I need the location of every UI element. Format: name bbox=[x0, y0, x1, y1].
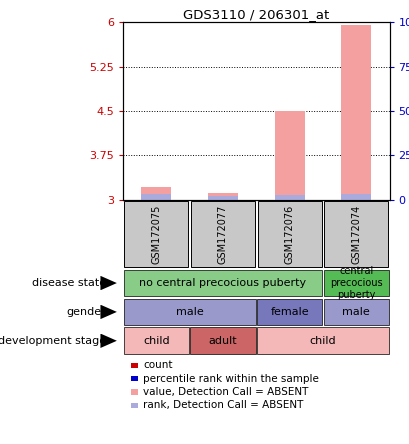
Bar bbox=[324, 201, 387, 267]
Polygon shape bbox=[100, 276, 117, 290]
Text: female: female bbox=[270, 307, 308, 317]
Text: child: child bbox=[309, 336, 335, 346]
Bar bbox=[207, 196, 237, 200]
Bar bbox=[190, 328, 255, 354]
Text: GSM172074: GSM172074 bbox=[351, 205, 360, 264]
Text: male: male bbox=[342, 307, 369, 317]
Text: disease state: disease state bbox=[32, 278, 106, 288]
Bar bbox=[191, 201, 254, 267]
Bar bbox=[124, 201, 188, 267]
Bar bbox=[323, 270, 388, 296]
Text: GSM172076: GSM172076 bbox=[284, 205, 294, 264]
Text: development stage: development stage bbox=[0, 336, 106, 346]
Text: percentile rank within the sample: percentile rank within the sample bbox=[143, 374, 318, 384]
Bar bbox=[340, 194, 370, 200]
Text: gender: gender bbox=[67, 307, 106, 317]
Title: GDS3110 / 206301_at: GDS3110 / 206301_at bbox=[183, 8, 328, 21]
Text: no central precocious puberty: no central precocious puberty bbox=[139, 278, 306, 288]
Bar bbox=[257, 201, 321, 267]
Bar bbox=[124, 328, 189, 354]
Bar bbox=[131, 389, 138, 395]
Bar bbox=[131, 403, 138, 408]
Bar bbox=[131, 363, 138, 368]
Text: child: child bbox=[143, 336, 169, 346]
Bar bbox=[124, 270, 321, 296]
Bar bbox=[207, 193, 237, 200]
Bar bbox=[256, 299, 321, 325]
Text: adult: adult bbox=[208, 336, 237, 346]
Text: GSM172077: GSM172077 bbox=[218, 205, 227, 264]
Bar bbox=[141, 187, 171, 200]
Text: GSM172075: GSM172075 bbox=[151, 205, 161, 264]
Text: male: male bbox=[175, 307, 203, 317]
Bar bbox=[274, 111, 304, 200]
Bar bbox=[274, 195, 304, 200]
Bar bbox=[141, 194, 171, 200]
Bar bbox=[256, 328, 388, 354]
Polygon shape bbox=[100, 305, 117, 319]
Polygon shape bbox=[100, 333, 117, 348]
Text: value, Detection Call = ABSENT: value, Detection Call = ABSENT bbox=[143, 387, 308, 397]
Bar bbox=[323, 299, 388, 325]
Text: central
precocious
puberty: central precocious puberty bbox=[329, 266, 382, 300]
Bar bbox=[340, 25, 370, 200]
Bar bbox=[131, 376, 138, 381]
Text: rank, Detection Call = ABSENT: rank, Detection Call = ABSENT bbox=[143, 400, 303, 410]
Bar bbox=[124, 299, 255, 325]
Text: count: count bbox=[143, 361, 172, 370]
